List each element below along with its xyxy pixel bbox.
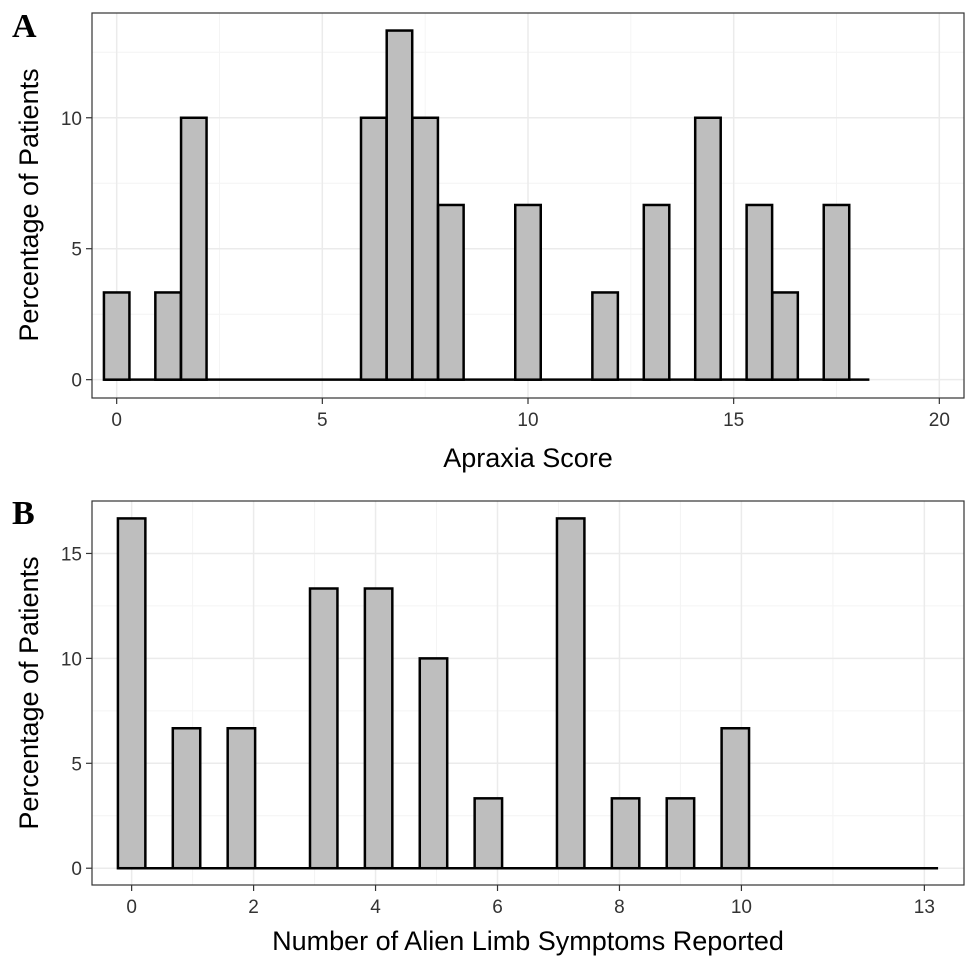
panel-b-bar (171, 727, 202, 870)
panel-b-bar (665, 797, 696, 870)
panel-a-bar (411, 116, 440, 381)
panel-b-bar (116, 517, 147, 870)
panel-a: 0 5 10 15 20 0 5 10 A Apraxia Score Percentage … (12, 8, 965, 473)
panel-b-x-tick-label: 0 (126, 897, 137, 918)
panel-a-bar (154, 291, 183, 381)
panel-a-bars (102, 29, 870, 381)
panel-a-y-tick-label: 5 (71, 240, 82, 261)
panel-b-x-tick-label: 2 (248, 897, 259, 918)
panel-a-bar (771, 291, 800, 381)
panel-a-x-axis-title: Apraxia Score (443, 443, 613, 473)
panel-b-bar (363, 587, 394, 870)
panel-b-letter: B (12, 495, 35, 532)
panel-b-x-axis-title: Number of Alien Limb Symptoms Reported (272, 926, 784, 956)
panel-a-bar (822, 203, 851, 381)
panel-b-bar (555, 517, 586, 870)
panel-a-bar (591, 291, 620, 381)
panel-b-axes: 0 2 4 6 8 10 13 0 5 10 15 (61, 544, 935, 918)
panel-a-bar (359, 116, 388, 381)
panel-b-bars (116, 517, 939, 870)
panel-b-x-tick-label: 6 (492, 897, 503, 918)
panel-b-bar (418, 657, 449, 870)
panel-b-x-tick-label: 4 (370, 897, 381, 918)
panel-a-x-tick-label: 15 (723, 410, 744, 431)
panel-a-x-tick-label: 20 (929, 410, 950, 431)
panel-b-y-tick-label: 15 (61, 544, 82, 565)
panel-a-bar (745, 203, 774, 381)
panel-a-bar (513, 203, 543, 381)
panel-b-bar (473, 797, 504, 870)
panel-b-y-tick-label: 10 (61, 649, 82, 670)
panel-b-bar (610, 797, 641, 870)
panel-a-x-tick-label: 0 (111, 410, 122, 431)
panel-a-y-tick-label: 0 (71, 371, 82, 392)
panel-a-letter: A (12, 8, 37, 45)
panel-a-bar (642, 203, 671, 381)
panel-a-x-tick-label: 5 (317, 410, 328, 431)
panel-b-x-tick-label: 13 (914, 897, 935, 918)
panel-a-x-tick-label: 10 (517, 410, 538, 431)
panel-a-y-tick-label: 10 (61, 109, 82, 130)
panel-b-x-tick-label: 10 (731, 897, 752, 918)
panel-b-y-tick-label: 5 (71, 754, 82, 775)
panel-a-bar (385, 29, 414, 381)
panel-a-axes: 0 5 10 15 20 0 5 10 (61, 109, 950, 431)
panel-a-bar (436, 203, 465, 381)
panel-b-bar (720, 727, 751, 870)
panel-b-bar (308, 587, 339, 870)
panel-a-bar (102, 291, 131, 381)
panel-a-y-axis-title: Percentage of Patients (14, 68, 44, 341)
panel-a-bar (693, 116, 722, 381)
panel-b-x-tick-label: 8 (614, 897, 625, 918)
panel-a-bar (179, 116, 208, 381)
panel-b-bar (226, 727, 257, 870)
panel-b-y-axis-title: Percentage of Patients (14, 556, 44, 829)
panel-b: 0 2 4 6 8 10 13 0 5 10 15 B Number of Alien Limb S… (12, 495, 965, 956)
panel-b-y-tick-label: 0 (71, 859, 82, 880)
panel-b-border (91, 500, 965, 886)
